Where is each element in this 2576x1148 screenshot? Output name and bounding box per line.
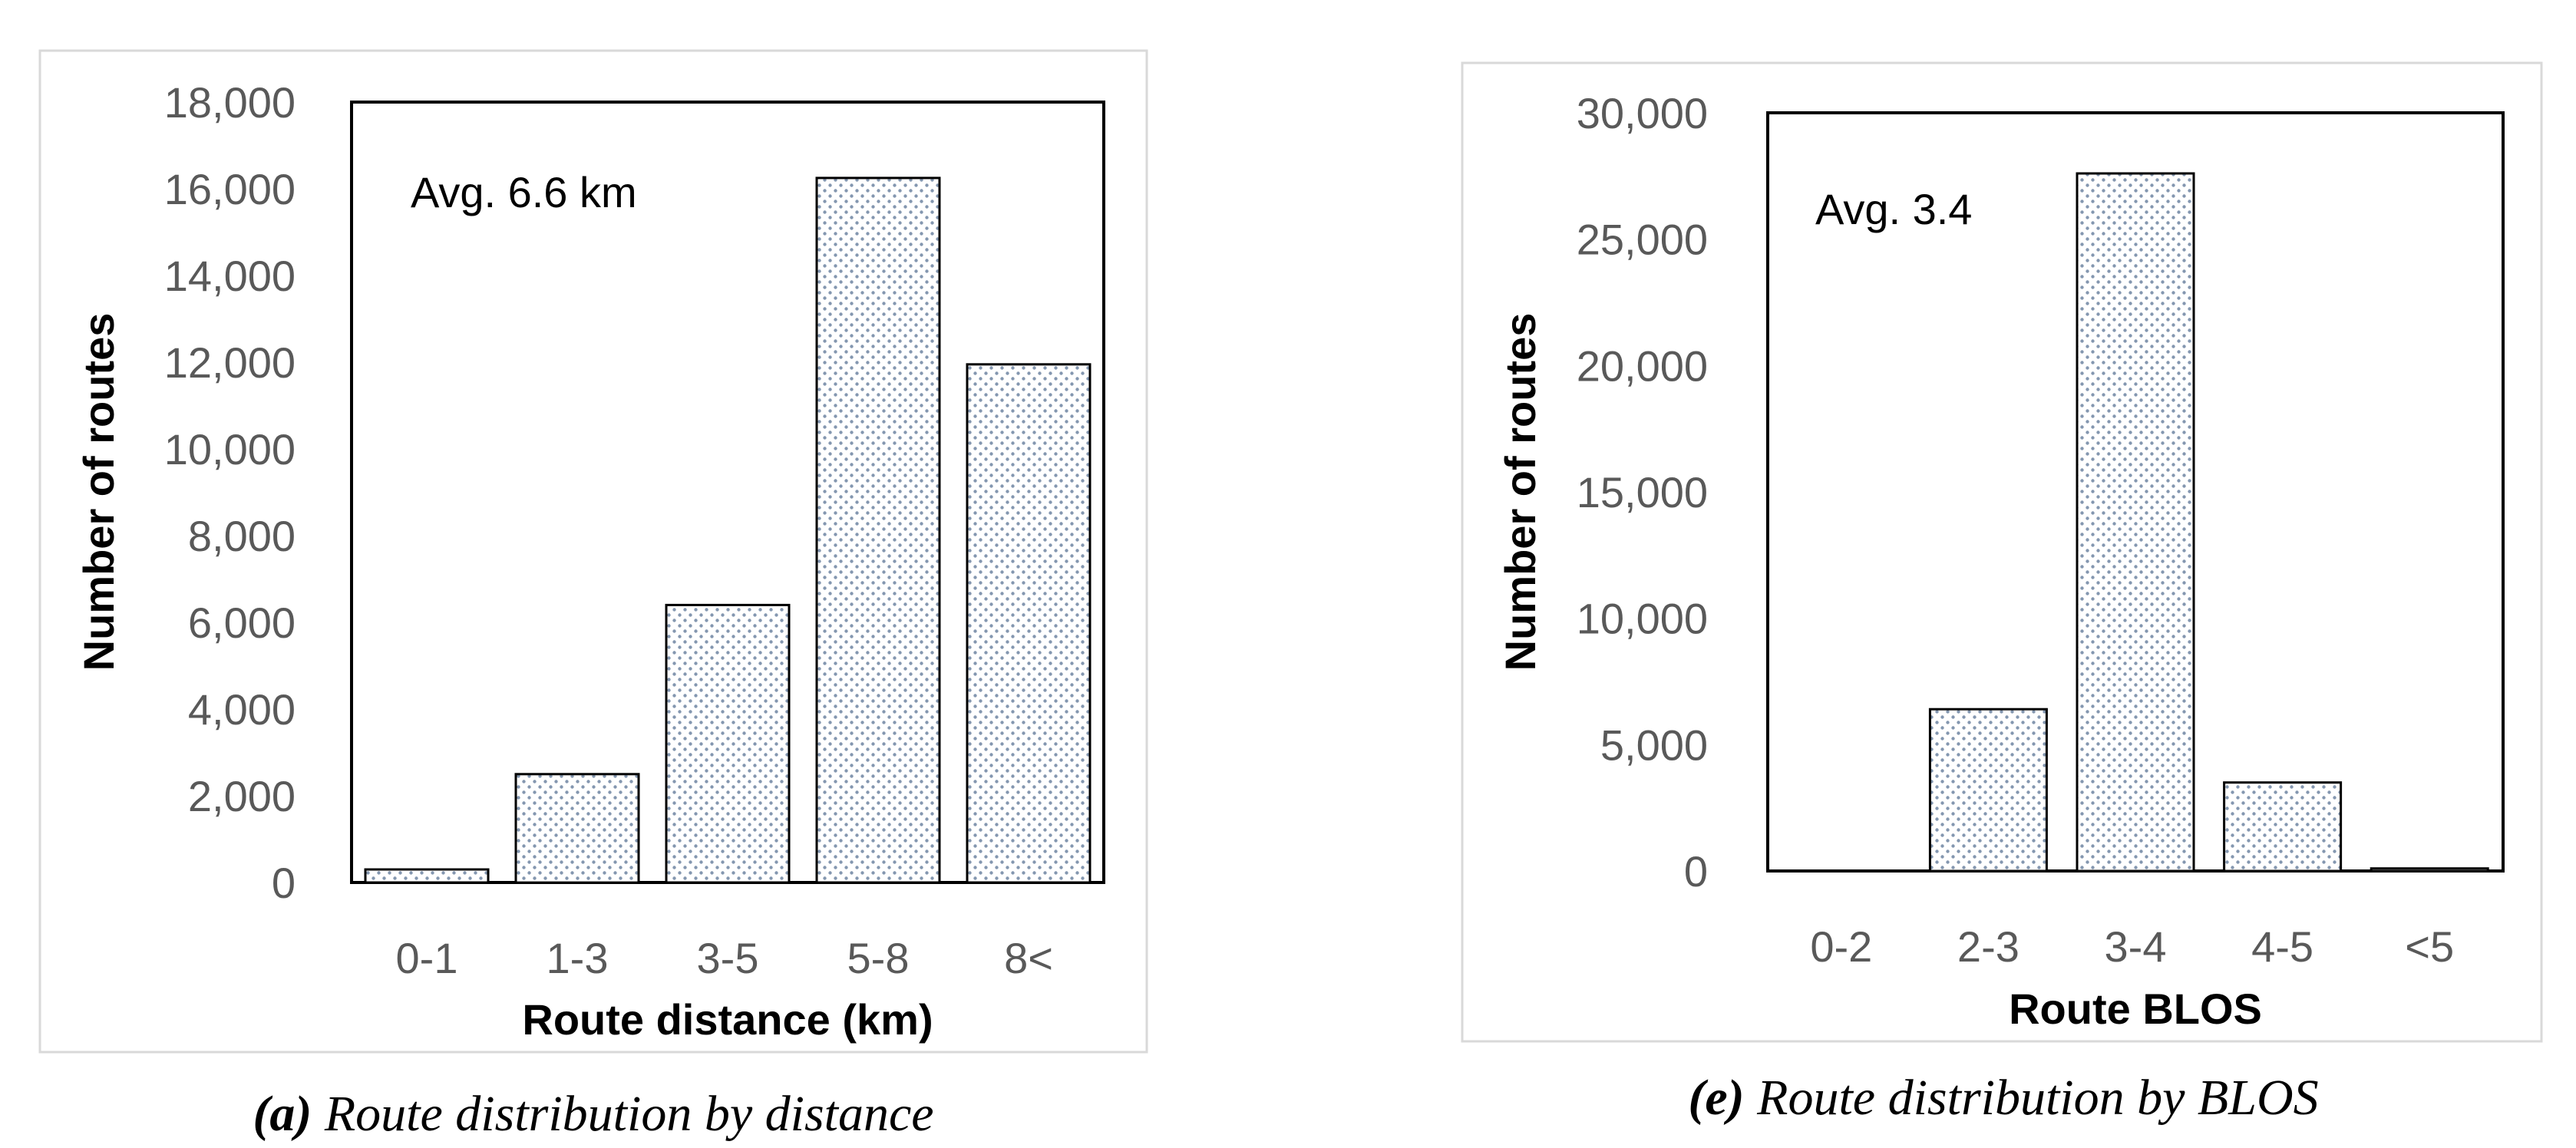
chart-e-bar-2 [2076, 172, 2195, 873]
chart-e-y-ticks: 0 5,000 10,000 15,000 20,000 25,000 30,000 [1577, 89, 1708, 896]
chart-a-bar-3 [815, 176, 941, 884]
chart-a-x-tick-label: 0-1 [396, 934, 458, 982]
chart-a: 0 2,000 4,000 6,000 8,000 10,000 12,000 14,000 1… [38, 49, 1148, 1054]
chart-a-y-tick-label: 14,000 [164, 252, 296, 300]
chart-e-x-tick-label: 2-3 [1957, 922, 2020, 971]
chart-a-y-tick-label: 12,000 [164, 338, 296, 387]
chart-a-y-tick-label: 16,000 [164, 165, 296, 213]
chart-e-y-tick-label: 20,000 [1577, 341, 1708, 390]
chart-a-x-tick-label: 1-3 [547, 934, 609, 982]
caption-a-text: Route distribution by distance [312, 1086, 933, 1142]
chart-a-x-tick-label: 5-8 [847, 934, 910, 982]
chart-e-annotation: Avg. 3.4 [1815, 185, 1972, 233]
chart-a-bar-4 [966, 363, 1091, 884]
chart-a-y-ticks: 0 2,000 4,000 6,000 8,000 10,000 12,000 14,000 1… [164, 78, 296, 907]
chart-e-bar-4 [2370, 867, 2489, 873]
chart-e-x-tick-label: 0-2 [1810, 922, 1872, 971]
chart-a-y-tick-label: 6,000 [188, 599, 296, 647]
chart-a-y-axis-title: Number of routes [74, 313, 123, 671]
caption-e-letter: (e) [1688, 1070, 1744, 1126]
chart-a-y-tick-label: 2,000 [188, 772, 296, 820]
chart-e-y-tick-label: 15,000 [1577, 468, 1708, 516]
chart-e-x-axis-title: Route BLOS [2009, 985, 2262, 1033]
chart-e-y-axis-title: Number of routes [1496, 313, 1544, 671]
caption-e-text: Route distribution by BLOS [1745, 1070, 2319, 1126]
chart-a-bar-1 [514, 773, 640, 884]
chart-a-y-tick-label: 10,000 [164, 425, 296, 473]
chart-e-y-tick-label: 25,000 [1577, 216, 1708, 264]
caption-a-letter: (a) [253, 1086, 312, 1142]
caption-e: (e) Route distribution by BLOS [1688, 1070, 2318, 1126]
chart-a-x-ticks: 0-1 1-3 3-5 5-8 8< [396, 934, 1053, 982]
chart-a-outer-border [38, 49, 1148, 1054]
chart-a-x-axis-title: Route distance (km) [522, 995, 933, 1044]
chart-e-x-tick-label: 3-4 [2105, 922, 2167, 971]
chart-a-x-tick-label: 3-5 [697, 934, 759, 982]
chart-e-outer-border [1461, 61, 2543, 1043]
chart-e-bar-3 [2223, 781, 2343, 873]
chart-a-y-tick-label: 18,000 [164, 78, 296, 127]
chart-e: 0 5,000 10,000 15,000 20,000 25,000 30,000 0-2… [1461, 61, 2543, 1043]
chart-e-bars [1928, 172, 2489, 873]
chart-e-x-ticks: 0-2 2-3 3-4 4-5 <5 [1810, 922, 2454, 971]
chart-e-y-tick-label: 30,000 [1577, 89, 1708, 137]
chart-a-annotation: Avg. 6.6 km [411, 168, 637, 216]
chart-a-bar-2 [665, 603, 791, 884]
chart-e-x-tick-label: <5 [2405, 922, 2454, 971]
chart-a-bars [364, 176, 1091, 884]
chart-e-y-tick-label: 0 [1684, 847, 1708, 896]
chart-e-y-tick-label: 10,000 [1577, 595, 1708, 643]
chart-a-x-tick-label: 8< [1004, 934, 1053, 982]
chart-e-bar-1 [1928, 708, 2048, 873]
chart-a-y-tick-label: 4,000 [188, 685, 296, 734]
caption-a: (a) Route distribution by distance [253, 1086, 933, 1142]
chart-e-y-tick-label: 5,000 [1600, 721, 1708, 769]
chart-a-y-tick-label: 0 [272, 859, 296, 907]
chart-a-y-tick-label: 8,000 [188, 512, 296, 560]
chart-e-x-tick-label: 4-5 [2251, 922, 2313, 971]
chart-a-bar-0 [364, 868, 490, 884]
